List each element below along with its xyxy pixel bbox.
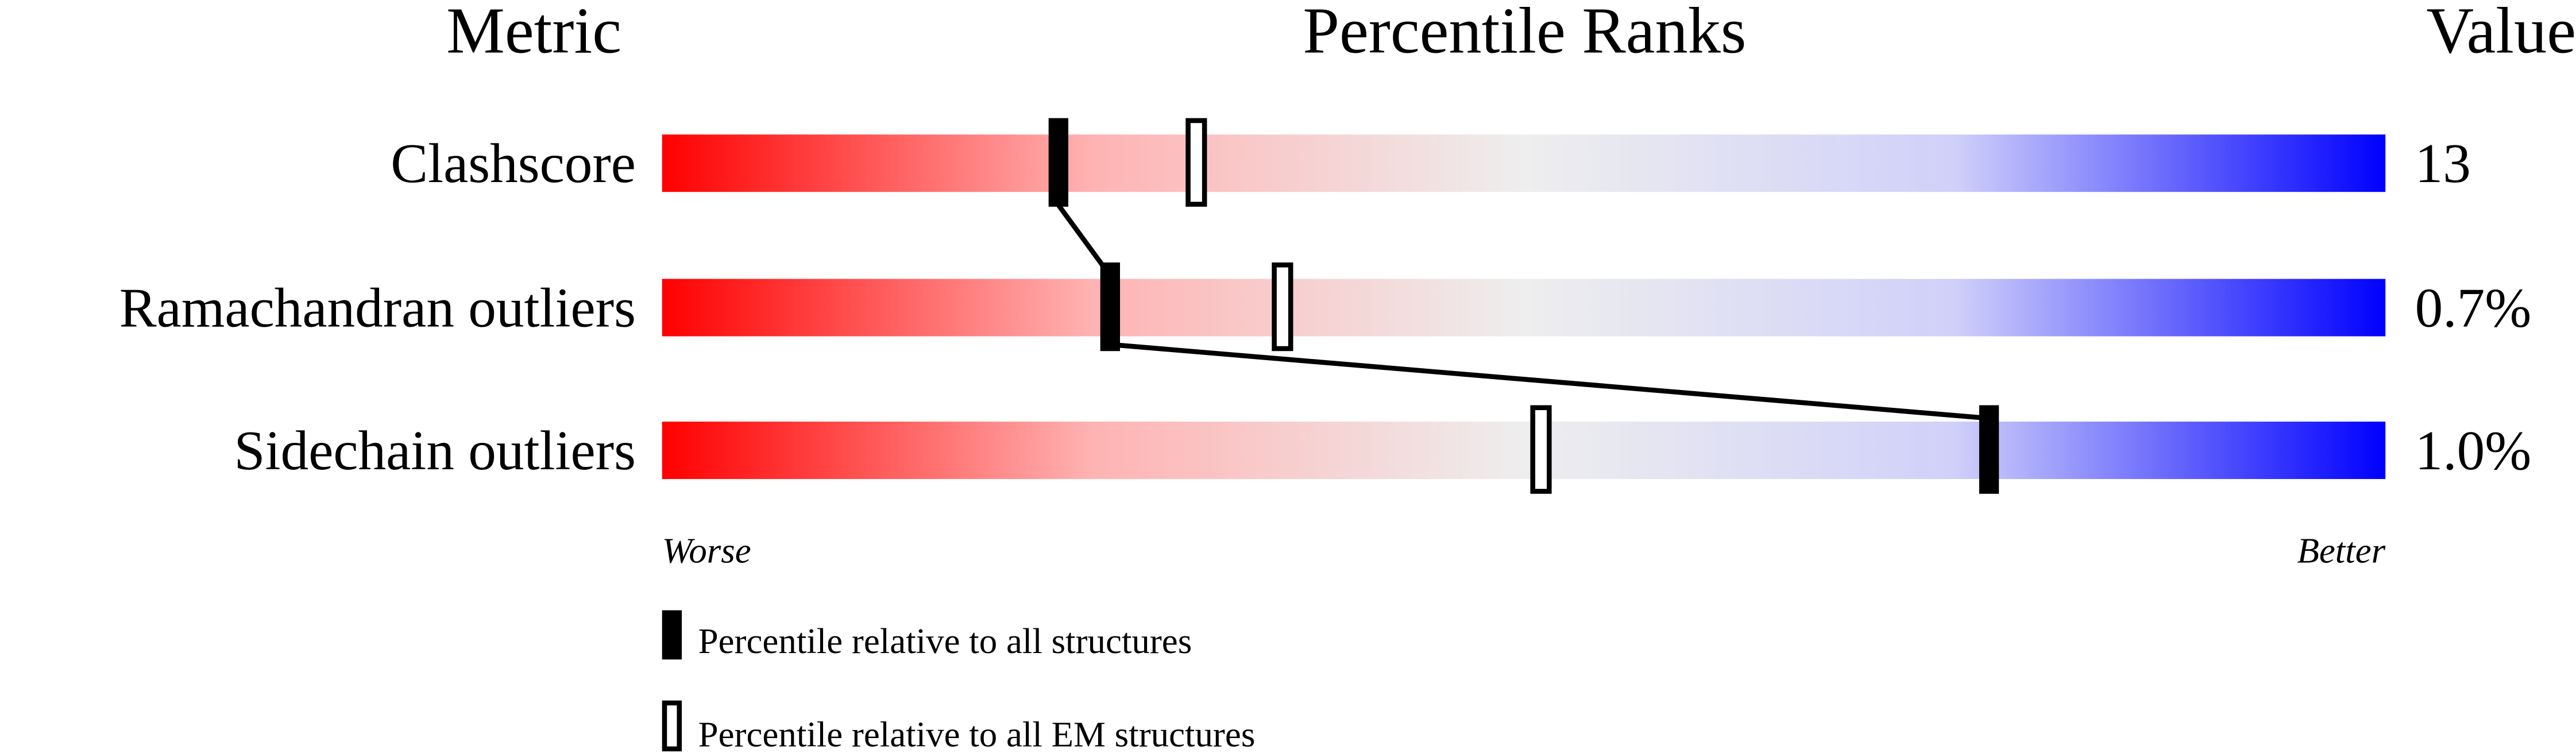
all-percentile-marker bbox=[1048, 118, 1068, 207]
em-percentile-marker bbox=[1530, 405, 1552, 494]
metric-value: 0.7% bbox=[2415, 277, 2532, 339]
legend-all-structures: Percentile relative to all structures bbox=[698, 621, 1192, 661]
em-percentile-marker bbox=[1185, 118, 1207, 207]
em-percentile-marker bbox=[1272, 262, 1293, 352]
all-percentile-marker bbox=[1100, 262, 1121, 352]
gradient-bar bbox=[662, 134, 2386, 192]
metric-value: 13 bbox=[2415, 133, 2471, 195]
legend-em-structures: Percentile relative to all EM structures bbox=[698, 715, 1256, 753]
worse-label: Worse bbox=[662, 531, 751, 571]
legend-filled-marker bbox=[662, 610, 682, 660]
header-percentile-ranks: Percentile Ranks bbox=[1303, 0, 1746, 67]
metric-label: Ramachandran outliers bbox=[119, 277, 636, 339]
metric-value: 1.0% bbox=[2415, 420, 2532, 482]
gradient-bar bbox=[662, 422, 2386, 480]
all-percentile-marker bbox=[1979, 405, 1999, 494]
metric-label: Sidechain outliers bbox=[234, 420, 635, 482]
legend-open-marker bbox=[662, 700, 682, 752]
header-value: Value bbox=[2426, 0, 2576, 67]
header-metric: Metric bbox=[446, 0, 621, 67]
metric-label: Clashscore bbox=[391, 133, 636, 195]
gradient-bar bbox=[662, 279, 2386, 337]
better-label: Better bbox=[2297, 531, 2385, 571]
